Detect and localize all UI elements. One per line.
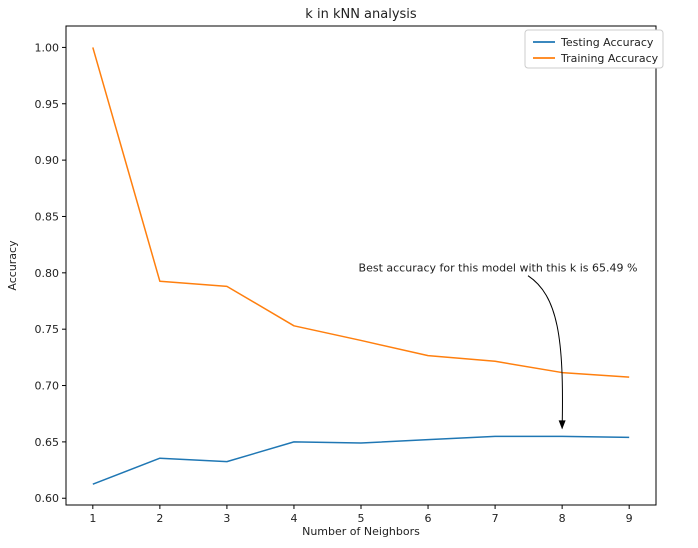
y-tick-label: 1.00 [35, 41, 60, 54]
series-layer [92, 47, 630, 485]
y-tick-label: 0.85 [35, 210, 60, 223]
x-tick-label: 1 [89, 512, 96, 525]
x-tick-label: 3 [223, 512, 230, 525]
annotation-text: Best accuracy for this model with this k… [359, 262, 638, 275]
x-axis-label: Number of Neighbors [302, 525, 420, 538]
x-tick-label: 2 [156, 512, 163, 525]
annotation-arrow [527, 275, 563, 429]
x-tick-label: 9 [626, 512, 633, 525]
y-tick-label: 0.75 [35, 323, 60, 336]
legend-box [524, 29, 664, 69]
y-tick-label: 0.95 [35, 98, 60, 111]
series-line-testing-accuracy [92, 435, 630, 485]
x-tick-label: 6 [425, 512, 432, 525]
x-tick-label: 7 [492, 512, 499, 525]
y-tick-label: 0.60 [35, 492, 60, 505]
annotation: Best accuracy for this model with this k… [359, 262, 638, 430]
y-axis-label: Accuracy [6, 240, 19, 291]
y-tick-label: 0.90 [35, 154, 60, 167]
series-line-training-accuracy [92, 47, 630, 378]
legend-label: Testing Accuracy [560, 36, 654, 49]
x-axis-ticks: 1 2 3 4 5 6 7 8 9 [89, 505, 633, 525]
x-tick-label: 5 [358, 512, 365, 525]
chart-title: k in kNN analysis [305, 7, 417, 22]
annotation-arrowhead [558, 420, 566, 430]
y-axis-ticks: 0.60 0.65 0.70 0.75 0.80 0.85 0.90 0.95 1.00 [35, 41, 66, 505]
y-tick-label: 0.65 [35, 436, 60, 449]
y-tick-label: 0.80 [35, 267, 60, 280]
legend-label: Training Accuracy [560, 52, 659, 65]
y-tick-label: 0.70 [35, 380, 60, 393]
x-tick-label: 8 [559, 512, 566, 525]
x-tick-label: 4 [290, 512, 297, 525]
legend: Testing Accuracy Training Accuracy [524, 29, 664, 69]
